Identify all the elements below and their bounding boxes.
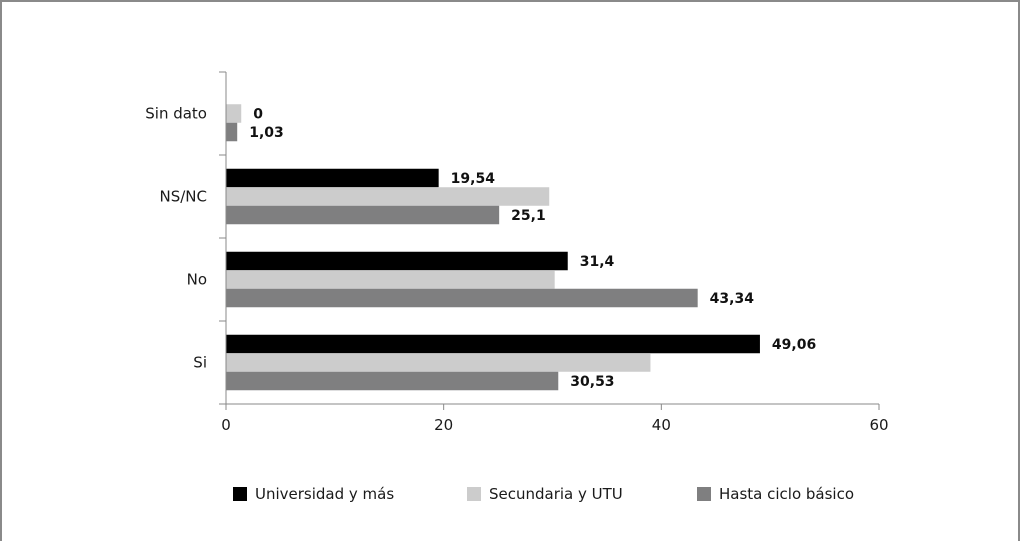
category-label: NS/NC [160,188,208,206]
data-label: 30,53 [570,374,614,390]
bar [226,288,698,308]
bar [226,168,439,188]
bar [226,205,500,225]
category-label: Sin dato [145,105,207,123]
x-tick-label: 0 [221,416,231,434]
bar [226,334,760,354]
legend-item-universidad: Universidad y más [233,485,394,503]
bar [226,187,550,206]
category-label: Si [193,354,207,372]
legend-swatch-universidad [233,487,247,501]
x-tick-label: 20 [434,416,453,434]
x-tick-label: 40 [652,416,671,434]
bar [226,104,242,123]
legend-swatch-secundaria [467,487,481,501]
bar [226,353,651,372]
legend-item-hasta-ciclo: Hasta ciclo básico [697,485,854,503]
data-label: 43,34 [710,291,755,307]
bar [226,251,568,271]
bar [226,371,559,391]
legend-item-secundaria: Secundaria y UTU [467,485,623,503]
data-label: 1,03 [249,125,284,141]
bar [226,122,238,142]
legend-label-secundaria: Secundaria y UTU [489,485,623,503]
bar [226,270,555,289]
x-tick-label: 60 [869,416,888,434]
data-label: 31,4 [580,254,615,270]
legend-swatch-hasta-ciclo [697,487,711,501]
data-label: 25,1 [511,208,546,224]
category-label: No [187,271,207,289]
bar-chart: 0 1,03 Sin dato 19,54 25,1 NS/NC 31,4 43,34 No 49… [145,71,889,434]
data-label: 19,54 [451,171,496,187]
data-label: 49,06 [772,337,816,353]
legend-label-hasta-ciclo: Hasta ciclo básico [719,485,855,503]
data-label: 0 [253,107,263,123]
legend-label-universidad: Universidad y más [255,485,395,503]
